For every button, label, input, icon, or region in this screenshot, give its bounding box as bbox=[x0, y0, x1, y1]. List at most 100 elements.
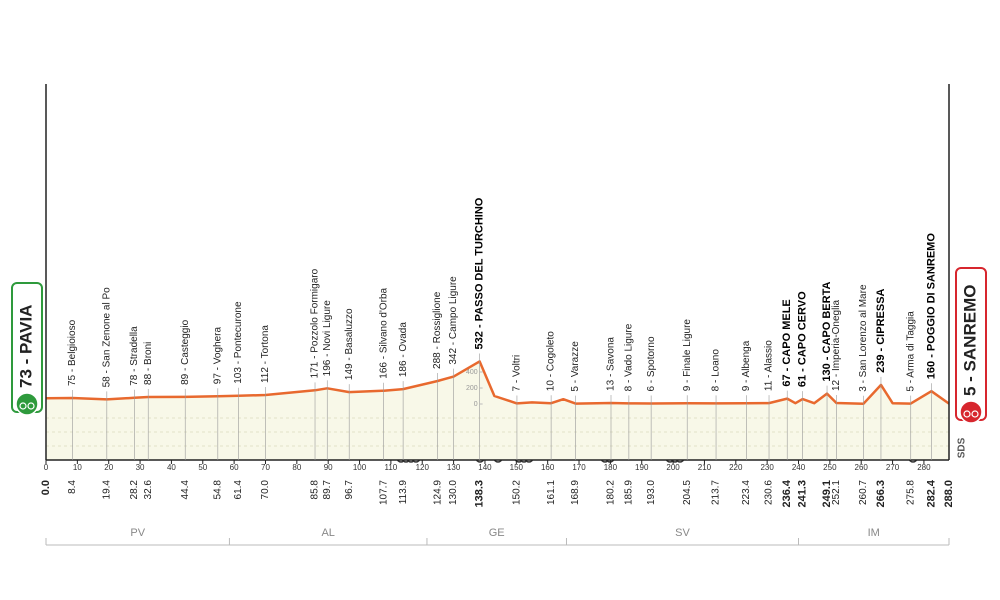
x-tick-label: 130 bbox=[447, 463, 461, 472]
waypoint-label: 342 - Campo Ligure bbox=[448, 276, 459, 365]
waypoint-label: 130 - CAPO BERTA bbox=[821, 282, 833, 382]
distance-label: 113.9 bbox=[398, 480, 409, 505]
distance-label: 28.2 bbox=[129, 480, 140, 500]
x-tick-label: 30 bbox=[136, 463, 145, 472]
x-tick-label: 140 bbox=[478, 463, 492, 472]
region-label: GE bbox=[489, 527, 505, 539]
start-label: 73 - PAVIA bbox=[16, 305, 35, 388]
x-tick-label: 20 bbox=[104, 463, 113, 472]
x-tick-label: 250 bbox=[823, 463, 837, 472]
x-tick-label: 190 bbox=[635, 463, 649, 472]
waypoint-label: 288 - Rossiglione bbox=[432, 291, 443, 369]
region-label: AL bbox=[321, 527, 334, 539]
waypoint-label: 186 - Ovada bbox=[398, 322, 409, 377]
waypoint-label: 89 - Casteggio bbox=[180, 319, 191, 384]
distance-label: 44.4 bbox=[180, 480, 191, 500]
finish-label: 5 - SANREMO bbox=[960, 285, 979, 396]
distance-label: 85.8 bbox=[310, 480, 321, 500]
distance-label: 288.0 bbox=[943, 480, 955, 508]
x-tick-label: 150 bbox=[510, 463, 524, 472]
distance-label: 230.6 bbox=[764, 480, 775, 505]
x-tick-label: 90 bbox=[324, 463, 333, 472]
x-tick-label: 100 bbox=[353, 463, 367, 472]
distance-label: 61.4 bbox=[233, 480, 244, 500]
y-tick-label: 0 bbox=[474, 401, 478, 408]
waypoint-label: 5 - Varazze bbox=[570, 341, 581, 392]
x-tick-label: 160 bbox=[541, 463, 555, 472]
distance-label: 185.9 bbox=[624, 480, 635, 505]
waypoint-label: 196 - Novi Ligure bbox=[322, 300, 333, 377]
distance-label: 223.4 bbox=[741, 480, 752, 505]
waypoint-label: 78 - Stradella bbox=[129, 326, 140, 386]
distance-label: 282.4 bbox=[925, 479, 937, 507]
x-tick-label: 0 bbox=[44, 463, 49, 472]
distance-label: 8.4 bbox=[67, 480, 78, 494]
waypoint-label: 58 - San Zenone al Po bbox=[101, 287, 112, 388]
waypoint-label: 61 - CAPO CERVO bbox=[796, 291, 808, 387]
finish-icon bbox=[959, 400, 983, 424]
distance-label: 241.3 bbox=[796, 480, 808, 508]
waypoint-label: 11 - Alassio bbox=[764, 340, 775, 391]
x-tick-label: 50 bbox=[198, 463, 207, 472]
waypoint-label: 103 - Pontecurone bbox=[233, 301, 244, 384]
waypoint-label: 112 - Tortona bbox=[260, 325, 271, 383]
waypoint-label: 12 - Imperia-Oneglia bbox=[831, 299, 842, 391]
waypoint-label: 67 - CAPO MELE bbox=[781, 299, 793, 386]
distance-label: 130.0 bbox=[448, 480, 459, 505]
waypoint-label: 8 - Loano bbox=[711, 349, 722, 392]
region-label: PV bbox=[130, 527, 145, 539]
waypoint-label: 166 - Silvano d'Orba bbox=[378, 287, 389, 378]
region-label: IM bbox=[868, 527, 880, 539]
distance-label: 107.7 bbox=[378, 480, 389, 505]
waypoint-label: 75 - Belgioioso bbox=[67, 319, 78, 386]
start-wheel bbox=[27, 402, 35, 410]
waypoint-label: 88 - Broni bbox=[143, 342, 154, 385]
x-tick-label: 170 bbox=[572, 463, 586, 472]
distance-label: 213.7 bbox=[711, 480, 722, 505]
distance-label: 89.7 bbox=[322, 480, 333, 500]
region-label: SV bbox=[675, 527, 690, 539]
start-icon bbox=[15, 392, 39, 416]
waypoint-label: 149 - Basaluzzo bbox=[344, 308, 355, 380]
waypoint-label: 9 - Finale Ligure bbox=[682, 319, 693, 392]
profile-area bbox=[46, 361, 949, 460]
distance-label: 54.8 bbox=[212, 480, 223, 500]
distance-label: 168.9 bbox=[570, 480, 581, 505]
waypoint-label: 9 - Albenga bbox=[741, 340, 752, 391]
distance-label: 266.3 bbox=[875, 480, 887, 508]
finish-wheel bbox=[971, 410, 979, 418]
waypoint-label: 5 - Arma di Taggia bbox=[905, 311, 916, 392]
waypoint-label: 10 - Cogoleto bbox=[546, 331, 557, 391]
x-tick-label: 260 bbox=[855, 463, 869, 472]
distance-label: 204.5 bbox=[682, 480, 693, 505]
waypoint-label: 239 - CIPRESSA bbox=[875, 288, 887, 372]
distance-label: 260.7 bbox=[858, 480, 869, 505]
waypoint-label: 6 - Spotorno bbox=[646, 336, 657, 391]
distance-label: 0.0 bbox=[40, 480, 52, 495]
distance-label: 70.0 bbox=[260, 480, 271, 500]
x-tick-label: 180 bbox=[604, 463, 618, 472]
layer: 0 10 20 30 40 50 60 70 80 90 100 110 120 130 140 150 160… bbox=[11, 84, 987, 546]
y-tick-label: 400 bbox=[466, 369, 478, 376]
waypoint-label: 8 - Vado Ligure bbox=[624, 323, 635, 391]
distance-label: 124.9 bbox=[432, 480, 443, 505]
x-tick-label: 80 bbox=[292, 463, 301, 472]
x-tick-label: 280 bbox=[917, 463, 931, 472]
x-tick-label: 230 bbox=[760, 463, 774, 472]
distance-label: 193.0 bbox=[646, 480, 657, 505]
x-tick-label: 40 bbox=[167, 463, 176, 472]
x-tick-label: 270 bbox=[886, 463, 900, 472]
distance-label: 249.1 bbox=[821, 480, 833, 508]
x-tick-label: 120 bbox=[416, 463, 430, 472]
distance-label: 275.8 bbox=[905, 480, 916, 505]
distance-label: 19.4 bbox=[101, 480, 112, 500]
waypoint-label: 3 - San Lorenzo al Mare bbox=[858, 284, 869, 392]
distance-label: 236.4 bbox=[781, 479, 793, 507]
waypoint-label: 7 - Voltri bbox=[512, 355, 523, 392]
x-tick-label: 210 bbox=[698, 463, 712, 472]
waypoint-label: 171 - Pozzolo Formigaro bbox=[310, 268, 321, 378]
finish-wheel bbox=[963, 410, 971, 418]
x-tick-label: 220 bbox=[729, 463, 743, 472]
x-tick-label: 110 bbox=[385, 463, 398, 472]
